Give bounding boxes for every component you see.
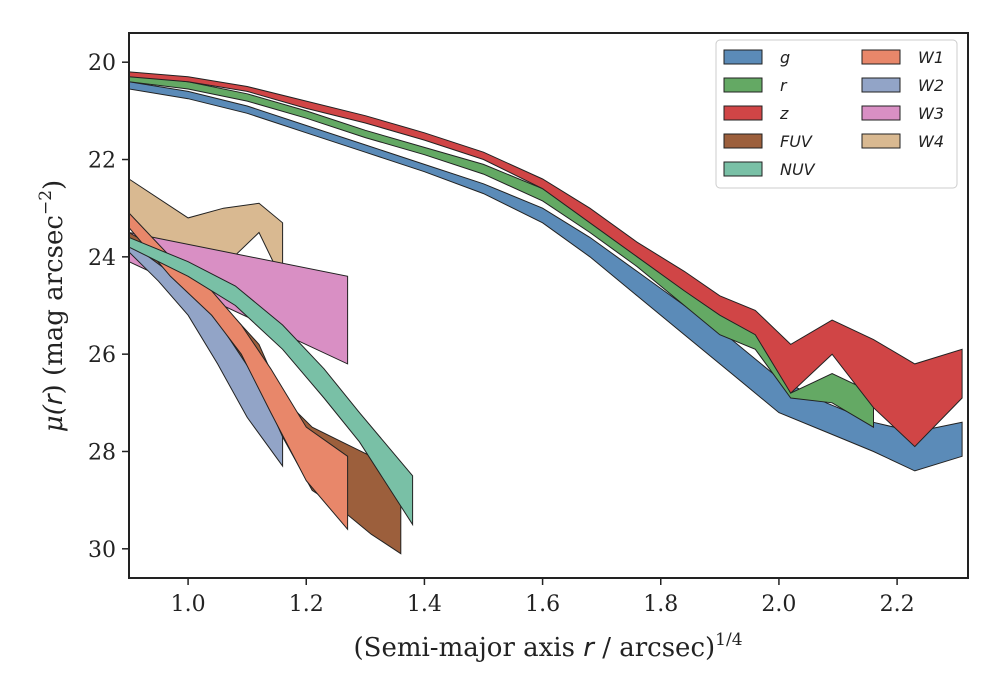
- legend-swatch-g: [723, 49, 763, 65]
- legend-label-nuv: NUV: [780, 160, 816, 179]
- x-tick-label: 1.0: [171, 592, 206, 617]
- y-axis: 20 22 24 26 28 30: [88, 51, 129, 563]
- legend-label-g: g: [780, 48, 790, 67]
- y-tick-label: 22: [88, 149, 116, 174]
- bands-layer: [128, 71, 963, 555]
- legend-label-w2: W2: [918, 76, 944, 95]
- y-tick-label: 30: [88, 538, 116, 563]
- band-r: [128, 73, 874, 429]
- x-tick-label: 2.2: [880, 592, 915, 617]
- band-nuv: [128, 236, 414, 527]
- legend-swatch-z: [723, 105, 763, 121]
- legend-swatch-w3: [861, 105, 901, 121]
- legend-label-r: r: [780, 76, 788, 95]
- x-tick-label: 1.2: [289, 592, 324, 617]
- legend-swatch-w1: [861, 49, 901, 65]
- x-tick-label: 1.6: [525, 592, 560, 617]
- x-tick-label: 1.8: [643, 592, 678, 617]
- plot-frame: [128, 32, 969, 579]
- legend-label-w3: W3: [918, 104, 944, 123]
- legend: grz FUV NUV W1 W2 W3 W4: [715, 39, 958, 189]
- legend-label-w1: W1: [918, 48, 944, 67]
- x-axis: 1.0 1.2 1.4 1.6 1.8 2.0 2.2: [171, 578, 915, 617]
- y-tick-label: 20: [88, 51, 116, 76]
- legend-box: [715, 39, 958, 189]
- x-axis-label: (Semi-major axis r / arcsec)1/4: [353, 630, 742, 663]
- y-axis-label: μ(r) (mag arcsec−2): [36, 180, 69, 432]
- band-w1: [128, 211, 349, 531]
- y-tick-label: 26: [88, 343, 116, 368]
- legend-label-z: z: [779, 104, 789, 123]
- y-tick-label: 28: [88, 440, 116, 465]
- legend-swatch-w4: [861, 133, 901, 149]
- legend-label-fuv: FUV: [780, 132, 813, 151]
- legend-swatch-nuv: [723, 161, 763, 177]
- band-z: [128, 71, 963, 448]
- y-tick-label: 24: [88, 246, 116, 271]
- legend-swatch-w2: [861, 77, 901, 93]
- legend-label-w4: W4: [918, 132, 944, 151]
- x-tick-label: 2.0: [761, 592, 796, 617]
- legend-swatch-r: [723, 77, 763, 93]
- band-g: [128, 81, 963, 472]
- x-tick-label: 1.4: [407, 592, 442, 617]
- legend-swatch-fuv: [723, 133, 763, 149]
